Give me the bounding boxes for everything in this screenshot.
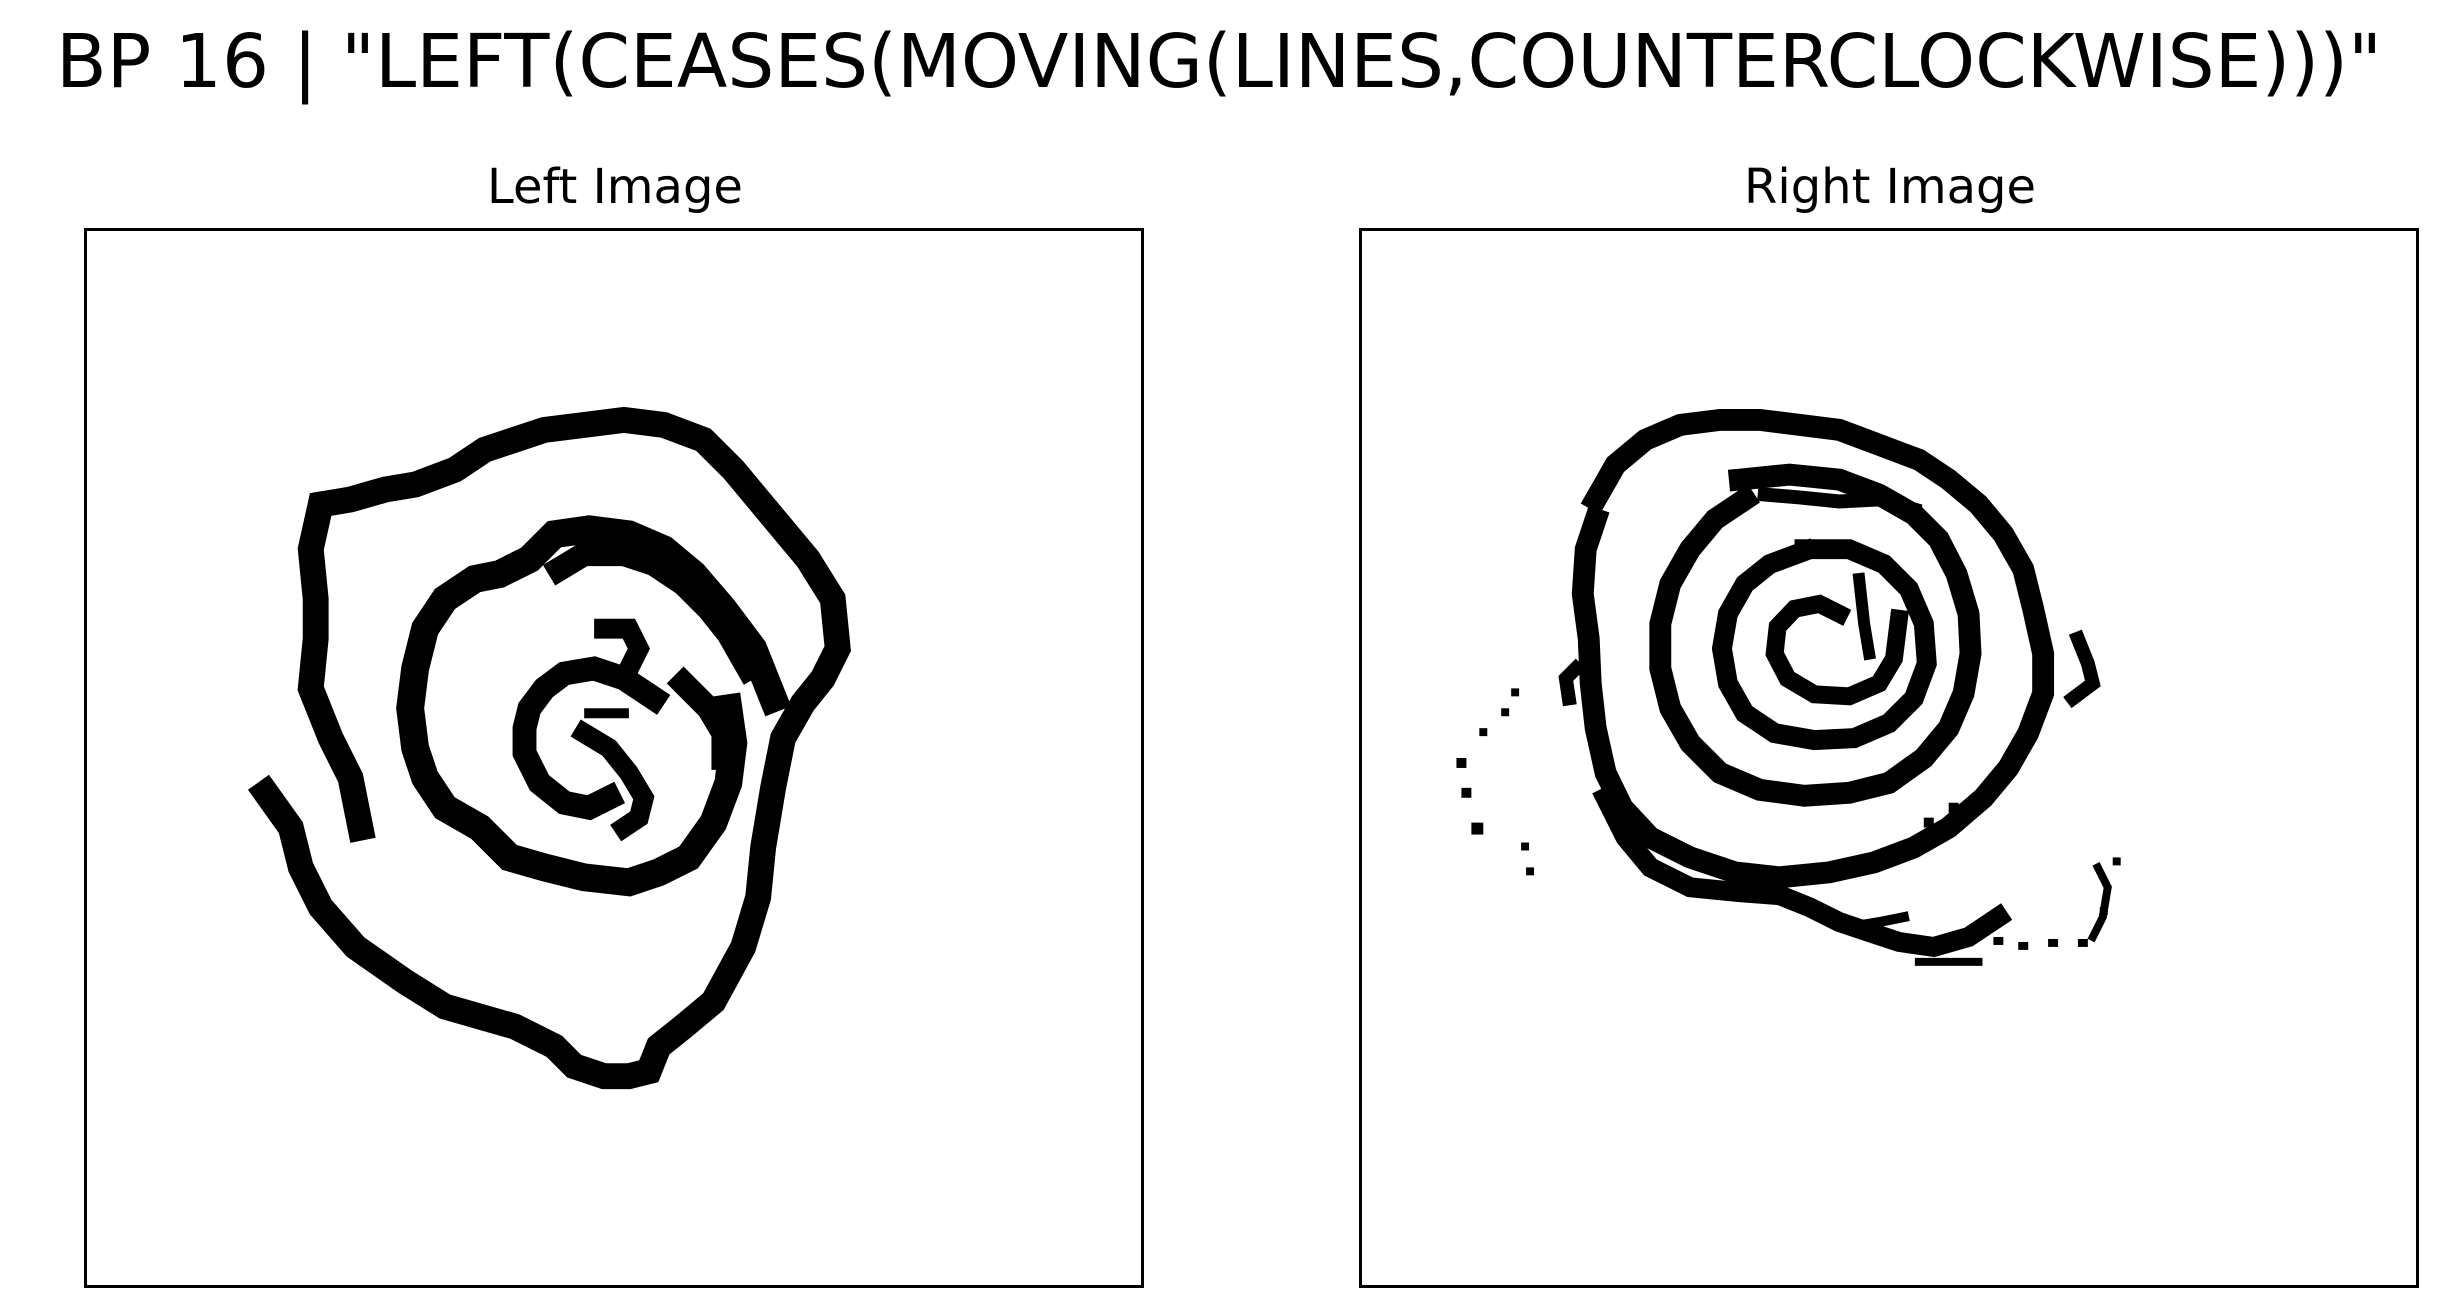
right-spiral-dot: [1993, 936, 2004, 945]
right-image-panel: [1359, 228, 2419, 1288]
right-spiral-inner-stem: [1852, 572, 1876, 661]
right-spiral-dot: [1479, 728, 1488, 737]
right-spiral-dot: [1471, 822, 1484, 835]
right-spiral-top-detail: [1757, 486, 1923, 519]
right-spiral-outer-stroke: [1571, 408, 2055, 889]
right-spiral-inner-curl: [1765, 594, 1909, 706]
right-spiral-dot: [2018, 941, 2029, 950]
right-spiral-third-ring: [1711, 538, 1937, 751]
right-spiral-dot: [1526, 867, 1535, 876]
left-spiral-drawing: [247, 406, 851, 1090]
right-spiral-drawing: [1456, 408, 2121, 966]
left-image-panel: [84, 228, 1144, 1288]
right-spiral-dot: [1511, 688, 1520, 697]
right-spiral-dot: [1461, 787, 1472, 798]
left-panel-title: Left Image: [487, 159, 743, 215]
right-spiral-dot: [2077, 938, 2088, 947]
right-spiral-dot: [1923, 817, 1934, 828]
right-spiral-dot: [1948, 802, 1959, 813]
left-spiral-inner-hook: [570, 719, 655, 842]
left-spiral-right-tail: [666, 666, 736, 770]
right-spiral-dot: [2048, 938, 2059, 947]
right-spiral-right-flick: [2063, 629, 2101, 709]
right-panel-title: Right Image: [1744, 159, 2036, 215]
left-spiral-center-flick: [594, 618, 650, 682]
right-spiral-lower-fragment: [1822, 910, 1910, 933]
right-spiral-dot: [1456, 758, 1467, 768]
right-spiral-dot: [2099, 907, 2108, 916]
right-spiral-dot: [1501, 708, 1510, 717]
figure-title: BP 16 | "LEFT(CEASES(MOVING(LINES,COUNTE…: [55, 19, 2383, 105]
right-spiral-dot: [2112, 857, 2121, 866]
right-spiral-dot: [1521, 842, 1530, 851]
left-spiral-upper-arc: [542, 542, 765, 685]
left-spiral-middle-stroke: [396, 515, 792, 897]
right-spiral-right-lower-tail: [2087, 862, 2112, 943]
right-spiral-left-flick: [1558, 658, 1586, 707]
left-spiral-inner-curl: [512, 656, 671, 821]
left-spiral-outer-stroke: [247, 406, 851, 1090]
right-spiral-bottom-tail: [1592, 784, 2013, 958]
